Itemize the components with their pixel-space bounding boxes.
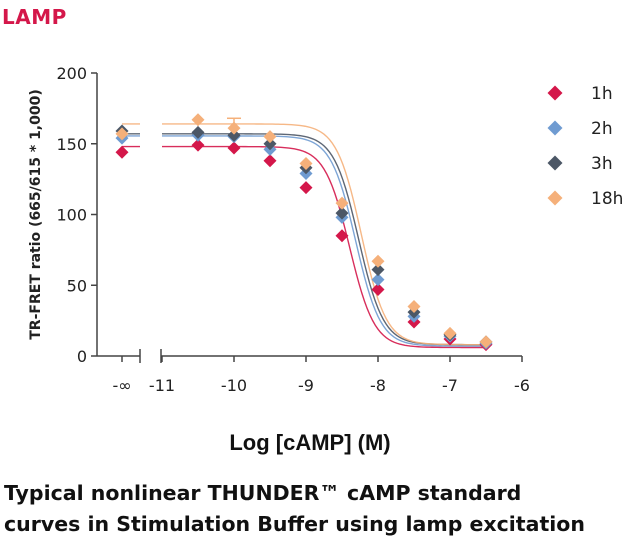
legend-marker-3h — [547, 155, 563, 171]
data-point-18h — [335, 196, 349, 210]
caption-line-2: curves in Stimulation Buffer using lamp … — [4, 512, 585, 536]
data-point-1h — [299, 181, 313, 195]
legend-marker-18h — [547, 190, 563, 206]
y-axis-label: TR-FRET ratio (665/615 * 1,000) — [28, 89, 44, 340]
x-tick-label: -8 — [370, 376, 386, 395]
data-point-18h — [191, 113, 205, 127]
data-point-1h — [371, 282, 385, 296]
data-point-18h — [407, 299, 421, 313]
data-point-18h — [263, 130, 277, 144]
data-point-18h — [227, 121, 241, 135]
data-point-3h — [335, 206, 349, 220]
figure-caption: Typical nonlinear THUNDER™ cAMP standard… — [4, 478, 629, 540]
data-point-18h — [443, 326, 457, 340]
data-point-3h — [263, 137, 277, 151]
data-point-2h — [371, 273, 385, 287]
chart-title: LAMP — [2, 5, 67, 29]
fit-curve-2h — [162, 135, 486, 347]
x-tick-label: -10 — [221, 376, 247, 395]
y-tick-label: 0 — [77, 347, 87, 366]
data-point-3h — [371, 263, 385, 277]
x-tick-label: -7 — [442, 376, 458, 395]
data-point-1h — [115, 145, 129, 159]
legend-label-2h: 2h — [591, 119, 613, 139]
fit-curve-1h — [162, 145, 486, 349]
data-point-3h — [191, 125, 205, 139]
caption-line-1: Typical nonlinear THUNDER™ cAMP standard — [4, 481, 522, 505]
x-tick-label: -9 — [298, 376, 314, 395]
data-point-18h — [479, 335, 493, 349]
y-tick-label: 200 — [56, 64, 87, 83]
legend-label-18h: 18h — [591, 189, 623, 209]
data-point-1h — [227, 141, 241, 155]
data-point-1h — [191, 138, 205, 152]
x-tick-label: -11 — [149, 376, 175, 395]
fit-curve-18h — [162, 123, 486, 346]
x-tick-label: -∞ — [112, 376, 131, 395]
x-tick-label: -6 — [514, 376, 530, 395]
legend-marker-2h — [547, 120, 563, 136]
y-tick-label: 50 — [67, 276, 87, 295]
x-axis-label: Log [cAMP] (M) — [229, 430, 390, 455]
legend-label-3h: 3h — [591, 154, 613, 174]
legend-marker-1h — [547, 85, 563, 101]
data-point-18h — [371, 254, 385, 268]
legend-label-1h: 1h — [591, 84, 613, 104]
data-point-1h — [335, 229, 349, 243]
data-point-1h — [263, 154, 277, 168]
y-tick-label: 100 — [56, 206, 87, 225]
fit-curve-3h — [162, 133, 486, 346]
data-point-3h — [227, 128, 241, 142]
chart-plot: 0 50 100 150 200 -∞ -11 -10 -9 -8 -7 -6 TR-FRET rati… — [28, 64, 623, 455]
data-point-18h — [299, 157, 313, 171]
y-tick-label: 150 — [56, 135, 87, 154]
data-point-18h — [115, 127, 129, 141]
